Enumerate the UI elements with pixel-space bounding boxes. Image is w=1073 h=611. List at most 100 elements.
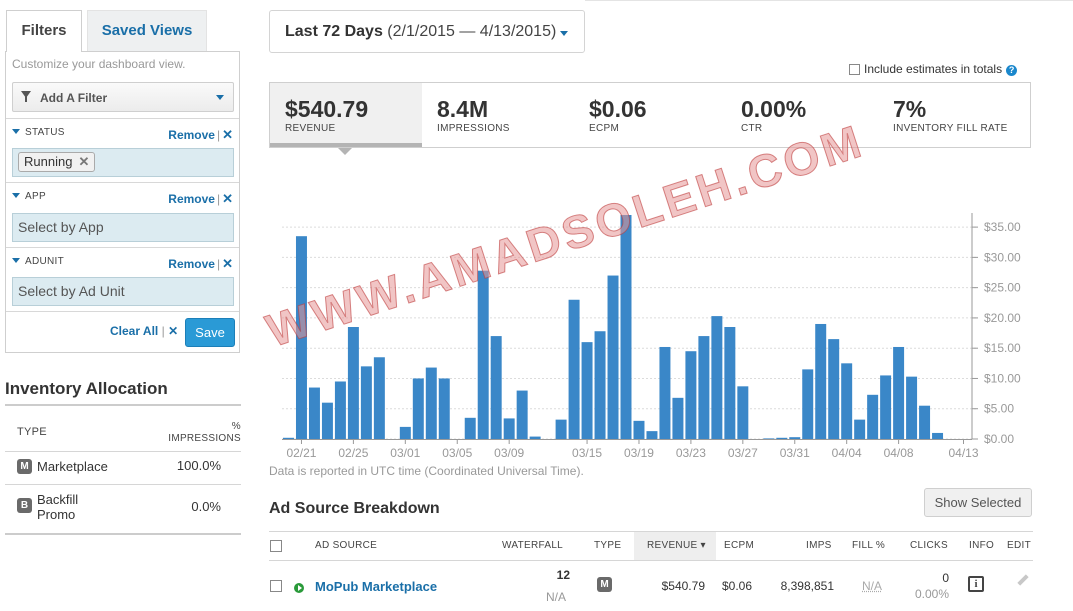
filter-hint: Customize your dashboard view. bbox=[12, 57, 186, 71]
bar bbox=[477, 270, 489, 439]
close-icon[interactable]: ✕ bbox=[222, 256, 233, 271]
date-range-dropdown[interactable]: Last 72 Days (2/1/2015 — 4/13/2015) bbox=[269, 10, 585, 53]
row-checkbox[interactable] bbox=[270, 580, 282, 592]
close-icon[interactable]: ✕ bbox=[222, 127, 233, 142]
bar bbox=[438, 378, 450, 439]
chevron-down-icon bbox=[216, 95, 224, 100]
revenue-sorted-column-bg bbox=[634, 532, 716, 560]
add-filter-button[interactable]: Add A Filter bbox=[12, 82, 234, 112]
inventory-col-impressions: % IMPRESSIONS bbox=[168, 421, 241, 444]
adunit-remove-link[interactable]: Remove | ✕ bbox=[168, 256, 233, 271]
bar bbox=[529, 436, 541, 439]
adunit-filter-label: ADUNIT bbox=[12, 256, 64, 267]
status-remove-link[interactable]: Remove | ✕ bbox=[168, 127, 233, 142]
metric-impressions[interactable]: 8.4M IMPRESSIONS bbox=[422, 83, 574, 147]
inventory-row-name: Marketplace bbox=[37, 459, 108, 474]
bar bbox=[620, 215, 632, 439]
x-tick-label: 03/31 bbox=[780, 446, 810, 460]
y-tick-label: $30.00 bbox=[984, 250, 1021, 264]
show-selected-button[interactable]: Show Selected bbox=[924, 488, 1032, 517]
type-badge: M bbox=[597, 577, 612, 592]
row-imps: 8,398,851 bbox=[780, 579, 834, 593]
status-running-icon bbox=[294, 583, 304, 593]
add-filter-label: Add A Filter bbox=[40, 91, 108, 105]
include-estimates-checkbox[interactable] bbox=[849, 64, 860, 75]
bar bbox=[789, 437, 801, 439]
row-fill: N/A bbox=[862, 579, 883, 593]
status-filter-input[interactable]: Running ✕ bbox=[12, 148, 234, 177]
save-button[interactable]: Save bbox=[185, 318, 235, 347]
clear-all-link[interactable]: Clear All | ✕ bbox=[110, 324, 179, 338]
tab-filters[interactable]: Filters bbox=[6, 10, 82, 52]
y-tick-label: $25.00 bbox=[984, 281, 1021, 295]
x-tick-label: 03/19 bbox=[624, 446, 654, 460]
bar bbox=[932, 432, 944, 439]
col-waterfall[interactable]: WATERFALL bbox=[502, 540, 564, 551]
row-clicks-pct: 0.00% bbox=[914, 587, 949, 601]
bar bbox=[516, 390, 528, 439]
metric-revenue[interactable]: $540.79 REVENUE bbox=[270, 83, 422, 147]
metric-label: IMPRESSIONS bbox=[437, 123, 510, 134]
waterfall-priority: 12 bbox=[556, 568, 570, 582]
col-ecpm[interactable]: ECPM bbox=[724, 540, 755, 551]
inventory-allocation-title: Inventory Allocation bbox=[5, 379, 168, 398]
status-chip-running: Running ✕ bbox=[18, 152, 96, 172]
y-tick-label: $35.00 bbox=[984, 220, 1021, 234]
y-tick-label: $20.00 bbox=[984, 311, 1021, 325]
metric-ctr[interactable]: 0.00% CTR bbox=[726, 83, 878, 147]
divider bbox=[5, 484, 241, 485]
utc-note: Data is reported in UTC time (Coordinate… bbox=[269, 464, 584, 478]
sort-desc-icon: ▾ bbox=[700, 540, 706, 551]
x-tick-label: 03/05 bbox=[442, 446, 472, 460]
include-estimates-toggle[interactable]: Include estimates in totals? bbox=[849, 62, 1018, 76]
col-imps[interactable]: IMPS bbox=[806, 540, 832, 551]
bar bbox=[283, 437, 294, 439]
metric-value: 0.00% bbox=[741, 96, 807, 122]
metric-ecpm[interactable]: $0.06 ECPM bbox=[574, 83, 726, 147]
info-icon[interactable]: i bbox=[968, 576, 984, 592]
y-tick-label: $15.00 bbox=[984, 341, 1021, 355]
col-revenue[interactable]: REVENUE ▾ bbox=[647, 540, 706, 551]
help-icon[interactable]: ? bbox=[1006, 65, 1018, 76]
ad-source-breakdown-title: Ad Source Breakdown bbox=[269, 500, 440, 517]
col-type[interactable]: TYPE bbox=[594, 540, 622, 551]
tab-saved-views[interactable]: Saved Views bbox=[87, 10, 207, 52]
app-filter-input[interactable]: Select by App bbox=[12, 213, 234, 242]
bar bbox=[854, 419, 866, 439]
x-tick-label: 03/09 bbox=[494, 446, 524, 460]
x-tick-label: 02/25 bbox=[338, 446, 368, 460]
bar bbox=[737, 386, 749, 439]
waterfall-tier: N/A bbox=[546, 590, 567, 604]
x-tick-label: 04/04 bbox=[832, 446, 862, 460]
y-tick-label: $10.00 bbox=[984, 371, 1021, 385]
bar bbox=[321, 402, 333, 439]
bar bbox=[633, 420, 645, 439]
chip-remove-icon[interactable]: ✕ bbox=[78, 154, 90, 169]
bar bbox=[906, 376, 918, 439]
close-icon[interactable]: ✕ bbox=[222, 191, 233, 206]
edit-pencil-icon[interactable] bbox=[1017, 574, 1029, 586]
adunit-filter-input[interactable]: Select by Ad Unit bbox=[12, 277, 234, 306]
col-fill[interactable]: FILL % bbox=[852, 540, 886, 551]
close-icon[interactable]: ✕ bbox=[168, 324, 179, 338]
bar bbox=[568, 299, 580, 439]
col-clicks[interactable]: CLICKS bbox=[910, 540, 948, 551]
select-all-checkbox[interactable] bbox=[270, 540, 282, 552]
metric-fill-rate[interactable]: 7% INVENTORY FILL RATE bbox=[878, 83, 1030, 147]
funnel-icon bbox=[21, 91, 31, 102]
inventory-row-name: Backfill Promo bbox=[37, 492, 79, 522]
metric-value: 7% bbox=[893, 96, 927, 122]
ad-source-link[interactable]: MoPub Marketplace bbox=[315, 579, 438, 594]
app-remove-link[interactable]: Remove | ✕ bbox=[168, 191, 233, 206]
metric-label: REVENUE bbox=[285, 123, 336, 134]
bar bbox=[841, 363, 853, 439]
x-tick-label: 03/01 bbox=[390, 446, 420, 460]
bar bbox=[776, 437, 788, 439]
inventory-col-type: TYPE bbox=[17, 426, 47, 438]
bar bbox=[646, 431, 658, 439]
bar bbox=[594, 331, 606, 439]
bar bbox=[880, 375, 892, 439]
marketplace-badge: M bbox=[17, 459, 32, 474]
bar bbox=[412, 378, 424, 439]
col-ad-source[interactable]: AD SOURCE bbox=[315, 540, 378, 551]
